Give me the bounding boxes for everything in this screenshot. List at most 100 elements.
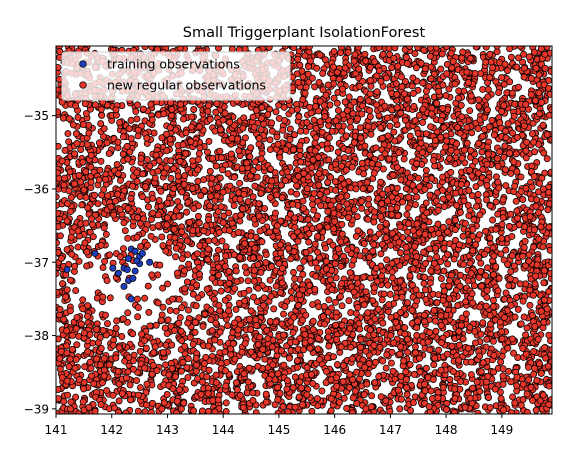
regular-observation-point — [303, 364, 311, 371]
regular-observation-point — [361, 247, 369, 255]
regular-observation-point — [180, 399, 188, 407]
regular-observation-point — [304, 63, 312, 71]
regular-observation-point — [305, 238, 313, 246]
regular-observation-point — [547, 168, 552, 176]
regular-observation-point — [149, 361, 157, 369]
regular-observation-point — [212, 108, 220, 116]
regular-observation-point — [490, 368, 497, 376]
regular-observation-point — [167, 99, 174, 107]
regular-observation-point — [347, 343, 355, 351]
regular-observation-point — [394, 386, 402, 394]
regular-observation-point — [497, 395, 505, 402]
regular-observation-point — [507, 268, 515, 276]
regular-observation-point — [154, 167, 162, 175]
regular-observation-point — [315, 303, 323, 311]
regular-observation-point — [297, 127, 305, 135]
regular-observation-point — [127, 194, 135, 202]
regular-observation-point — [384, 197, 392, 205]
regular-observation-point — [119, 315, 127, 323]
regular-observation-point — [383, 74, 390, 82]
regular-observation-point — [192, 302, 200, 310]
regular-observation-point — [501, 142, 509, 150]
regular-observation-point — [152, 151, 160, 159]
regular-observation-point — [206, 167, 214, 175]
regular-observation-point — [379, 165, 387, 173]
regular-observation-point — [134, 295, 141, 303]
regular-observation-point — [295, 113, 303, 120]
regular-observation-point — [172, 253, 180, 261]
regular-observation-point — [124, 309, 132, 317]
regular-observation-point — [506, 149, 514, 157]
regular-observation-point — [175, 295, 183, 303]
regular-observation-point — [261, 205, 269, 213]
regular-observation-point — [511, 399, 519, 407]
regular-observation-point — [450, 255, 458, 263]
regular-observation-point — [396, 405, 404, 413]
regular-observation-point — [183, 278, 191, 286]
regular-observation-point — [308, 407, 316, 414]
regular-observation-point — [272, 318, 280, 326]
regular-observation-point — [451, 226, 459, 234]
regular-observation-point — [510, 349, 517, 357]
regular-observation-point — [422, 199, 430, 207]
regular-observation-point — [216, 328, 224, 336]
regular-observation-point — [384, 132, 392, 140]
regular-observation-point — [177, 367, 185, 375]
regular-observation-point — [499, 214, 507, 222]
regular-observation-point — [216, 174, 224, 182]
regular-observation-point — [427, 225, 435, 233]
regular-observation-point — [405, 235, 413, 243]
regular-observation-point — [413, 324, 421, 332]
regular-observation-point — [205, 237, 213, 245]
regular-observation-point — [233, 386, 241, 394]
regular-observation-point — [290, 46, 298, 52]
regular-observation-point — [276, 389, 284, 397]
regular-observation-point — [316, 118, 324, 126]
regular-observation-point — [305, 46, 313, 51]
regular-observation-point — [124, 368, 132, 376]
regular-observation-point — [507, 210, 515, 218]
regular-observation-point — [143, 401, 150, 409]
regular-observation-point — [136, 347, 144, 355]
regular-observation-point — [516, 280, 524, 288]
regular-observation-point — [289, 268, 297, 276]
regular-observation-point — [163, 391, 171, 398]
regular-observation-point — [194, 212, 202, 220]
regular-observation-point — [331, 298, 339, 306]
regular-observation-point — [355, 320, 363, 327]
regular-observation-point — [249, 193, 257, 201]
regular-observation-point — [280, 310, 288, 318]
regular-observation-point — [533, 376, 541, 384]
regular-observation-point — [358, 204, 366, 212]
regular-observation-point — [502, 182, 510, 190]
regular-observation-point — [457, 101, 465, 109]
chart-title: Small Triggerplant IsolationForest — [183, 25, 426, 41]
regular-observation-point — [299, 96, 307, 104]
regular-observation-point — [398, 293, 406, 301]
regular-observation-point — [111, 197, 119, 205]
regular-observation-point — [112, 324, 120, 332]
regular-observation-point — [421, 318, 429, 326]
regular-observation-point — [445, 85, 453, 93]
regular-observation-point — [69, 121, 77, 129]
regular-observation-point — [403, 335, 411, 343]
regular-observation-point — [84, 348, 91, 356]
regular-observation-point — [127, 116, 135, 124]
regular-observation-point — [520, 243, 528, 251]
regular-observation-point — [530, 138, 538, 146]
regular-observation-point — [325, 342, 333, 350]
regular-observation-point — [446, 376, 454, 383]
regular-observation-point — [460, 260, 468, 268]
regular-observation-point — [308, 74, 316, 82]
regular-observation-point — [232, 305, 240, 313]
points-layer — [56, 46, 552, 414]
regular-observation-point — [540, 318, 548, 326]
regular-observation-point — [249, 167, 257, 174]
regular-observation-point — [289, 329, 297, 337]
regular-observation-point — [75, 257, 83, 265]
regular-observation-point — [367, 82, 375, 90]
regular-observation-point — [324, 223, 332, 231]
regular-observation-point — [345, 214, 352, 221]
regular-observation-point — [352, 387, 359, 395]
